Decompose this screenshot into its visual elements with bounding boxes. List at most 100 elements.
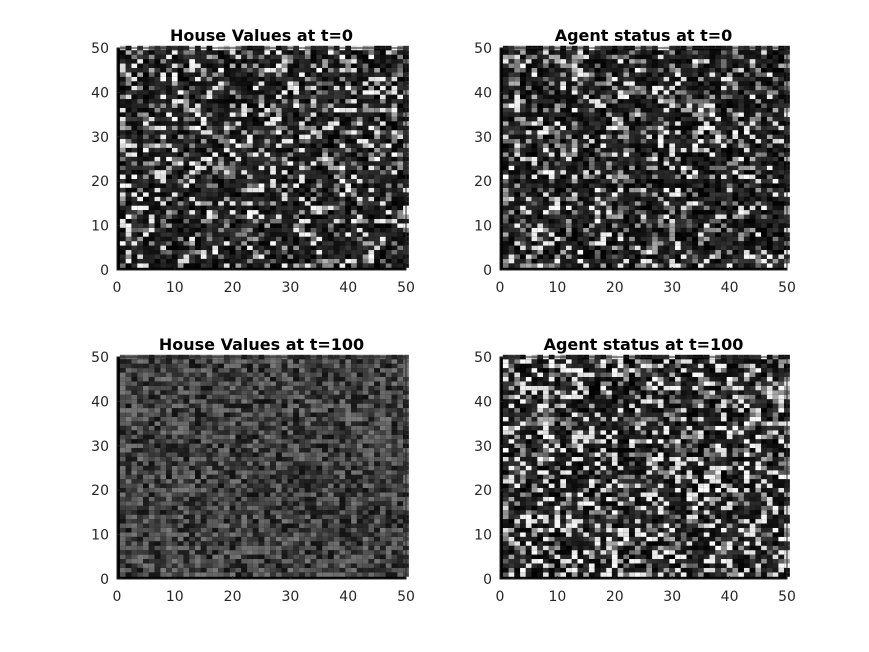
heatmap-cell [680,161,687,166]
heatmap-cell [588,183,595,188]
heatmap-cell [629,183,635,188]
heatmap-cell [686,165,693,171]
heatmap-cell [738,59,744,64]
heatmap-cell [125,103,132,108]
heatmap-cell [137,54,144,60]
heatmap-cell [669,59,676,64]
heatmap-cell [629,103,635,108]
heatmap-cell [189,76,196,82]
heatmap-cell [698,161,704,166]
heatmap-cell [761,94,767,100]
heatmap-cell [554,223,561,228]
heatmap-cell [397,232,404,237]
heatmap-cell [374,107,380,113]
heatmap-cell [623,245,630,251]
heatmap-cell [617,214,624,219]
heatmap-cell [663,178,670,184]
heatmap-cell [281,227,288,233]
heatmap-cell [761,112,767,117]
heatmap-cell [218,201,224,206]
heatmap-cell [749,254,756,259]
heatmap-cell [125,121,132,126]
heatmap-cell [391,201,398,206]
heatmap-cell [726,107,733,113]
heatmap-cell [531,112,538,117]
heatmap-cell [252,59,259,64]
heatmap-cell [709,254,716,259]
heatmap-cell [270,227,276,233]
heatmap-cell [594,85,601,91]
heatmap-cell [646,196,653,202]
heatmap-cell [761,99,767,104]
heatmap-cell [322,67,328,73]
heatmap-cell [235,263,242,268]
heatmap-cell [299,121,305,126]
heatmap-cell [345,196,352,202]
heatmap-cell [385,125,392,131]
heatmap-cell [160,72,167,77]
heatmap-cell [560,223,567,228]
heatmap-cell [322,143,328,148]
heatmap-cell [548,76,555,82]
heatmap-cell [258,214,265,219]
heatmap-cell [183,214,190,219]
heatmap-cell [235,227,242,233]
heatmap-cell [738,67,744,73]
heatmap-cell [617,245,624,251]
heatmap-cell [368,178,375,184]
heatmap-cell [508,59,515,64]
heatmap-cell [252,165,259,171]
heatmap-cell [362,134,369,140]
heatmap-cell [339,258,346,264]
heatmap-cell [356,250,363,255]
heatmap-cell [275,54,282,60]
heatmap-cell [766,214,773,219]
heatmap-cell [611,90,618,95]
heatmap-cell [223,263,230,268]
heatmap-cell [766,223,773,228]
heatmap-cell [160,227,167,233]
heatmap-cell [258,125,265,131]
heatmap-cell [749,161,756,166]
heatmap-cell [322,112,328,117]
heatmap-cell [270,85,276,91]
heatmap-cell [531,72,538,77]
heatmap-cell [281,245,288,251]
heatmap-cell [195,94,201,100]
heatmap-cell [154,223,161,228]
heatmap-cell [368,99,375,104]
heatmap-cell [333,81,340,86]
heatmap-cell [663,59,670,64]
heatmap-cell [686,107,693,113]
heatmap-cell [200,125,207,131]
heatmap-cell [310,59,317,64]
heatmap-cell [351,187,357,193]
heatmap-cell [738,99,744,104]
heatmap-cell [223,170,230,175]
heatmap-cell [247,63,253,68]
heatmap-cell [548,250,555,255]
heatmap-cell [385,143,392,148]
heatmap-cell [600,174,607,179]
heatmap-cell [333,165,340,171]
heatmap-cell [548,196,555,202]
heatmap-cell [761,81,767,86]
heatmap-cell [525,183,532,188]
heatmap-cell [554,210,561,215]
heatmap-cell [264,214,271,219]
heatmap-cell [362,81,369,86]
heatmap-cell [531,236,538,242]
heatmap-cell [543,254,549,259]
heatmap-cell [732,134,739,140]
heatmap-cell [304,170,311,175]
heatmap-cell [583,258,589,264]
heatmap-cell [345,245,352,251]
heatmap-cell [617,90,624,95]
heatmap-cell [629,116,635,122]
heatmap-cell [537,258,544,264]
heatmap-cell [339,81,346,86]
heatmap-cell [258,90,265,95]
heatmap-cell [247,125,253,131]
heatmap-cell [709,67,716,73]
heatmap-cell [520,201,526,206]
